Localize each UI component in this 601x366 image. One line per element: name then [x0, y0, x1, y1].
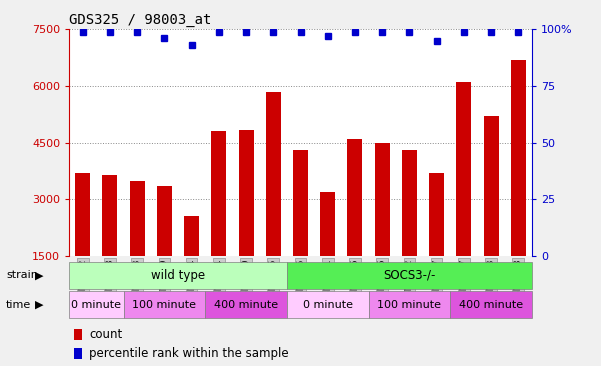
- Text: time: time: [6, 300, 31, 310]
- Bar: [212, 131, 227, 313]
- Bar: [429, 173, 444, 313]
- Bar: [287, 291, 368, 318]
- Bar: [74, 348, 82, 359]
- Bar: [69, 291, 124, 318]
- Bar: [287, 262, 532, 289]
- Text: count: count: [89, 328, 122, 341]
- Bar: [75, 173, 90, 313]
- Text: GDS325 / 98003_at: GDS325 / 98003_at: [69, 13, 212, 27]
- Text: SOCS3-/-: SOCS3-/-: [383, 269, 436, 282]
- Text: ▶: ▶: [35, 270, 43, 280]
- Bar: [157, 186, 172, 313]
- Bar: [402, 150, 417, 313]
- Bar: [124, 291, 205, 318]
- Text: 0 minute: 0 minute: [72, 300, 121, 310]
- Bar: [205, 291, 287, 318]
- Text: 100 minute: 100 minute: [132, 300, 197, 310]
- Bar: [347, 139, 362, 313]
- Bar: [102, 175, 117, 313]
- Bar: [450, 291, 532, 318]
- Bar: [266, 92, 281, 313]
- Text: percentile rank within the sample: percentile rank within the sample: [89, 347, 288, 360]
- Bar: [368, 291, 450, 318]
- Bar: [239, 130, 254, 313]
- Bar: [293, 150, 308, 313]
- Bar: [74, 329, 82, 340]
- Bar: [184, 217, 199, 313]
- Text: 400 minute: 400 minute: [214, 300, 278, 310]
- Bar: [69, 262, 287, 289]
- Bar: [484, 116, 499, 313]
- Text: 400 minute: 400 minute: [459, 300, 523, 310]
- Text: 100 minute: 100 minute: [377, 300, 441, 310]
- Bar: [374, 143, 389, 313]
- Text: wild type: wild type: [151, 269, 205, 282]
- Text: ▶: ▶: [35, 300, 43, 310]
- Text: strain: strain: [6, 270, 38, 280]
- Bar: [456, 82, 471, 313]
- Bar: [130, 180, 145, 313]
- Bar: [511, 60, 526, 313]
- Text: 0 minute: 0 minute: [303, 300, 353, 310]
- Bar: [320, 192, 335, 313]
